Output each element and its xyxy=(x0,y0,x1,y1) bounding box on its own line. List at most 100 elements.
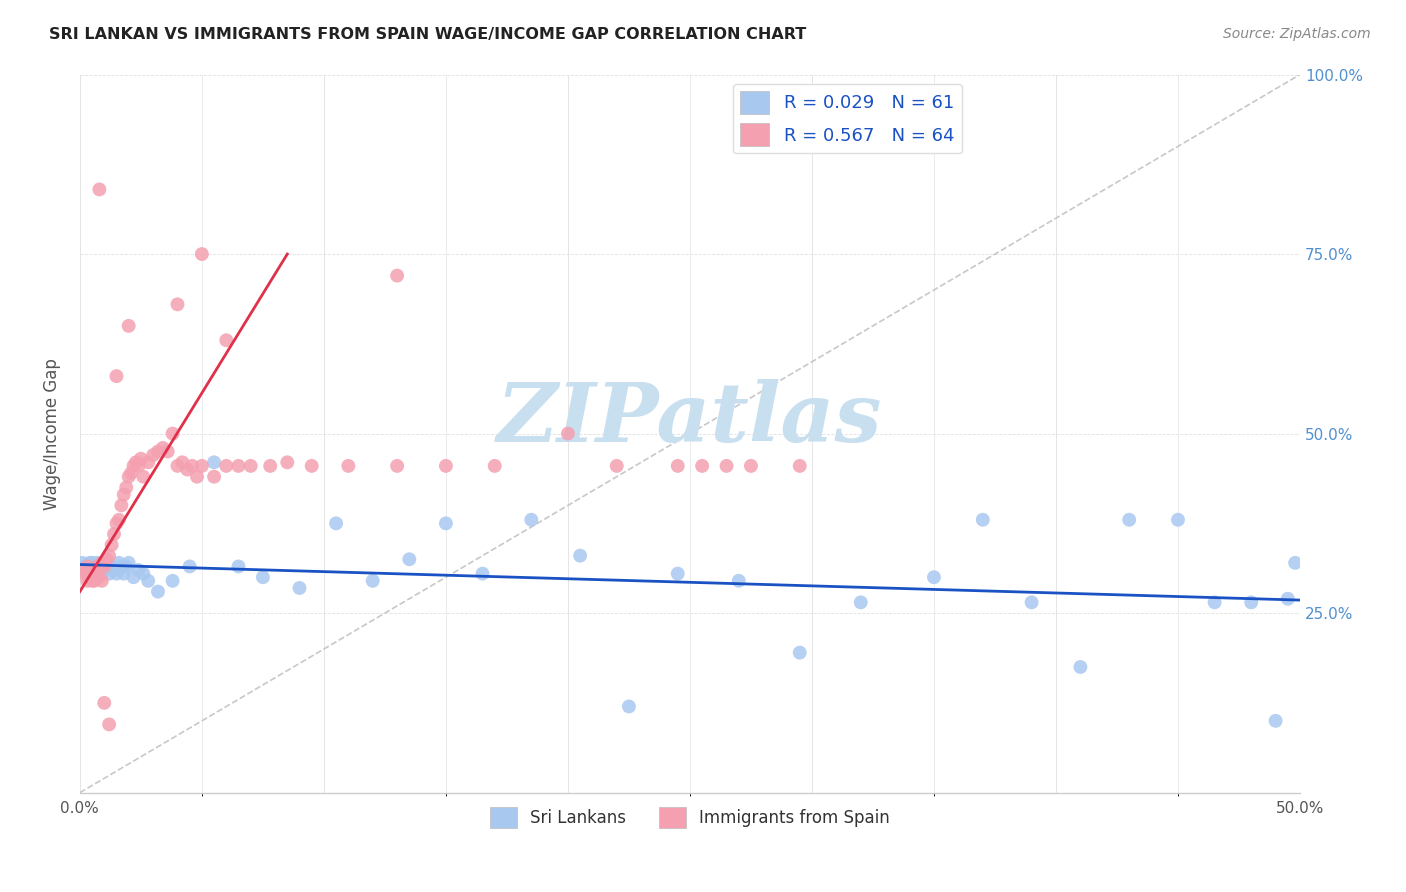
Point xyxy=(666,566,689,581)
Point xyxy=(385,268,408,283)
Point xyxy=(132,469,155,483)
Point xyxy=(83,574,105,588)
Point xyxy=(215,333,238,347)
Point xyxy=(108,556,131,570)
Point xyxy=(146,584,169,599)
Point xyxy=(118,556,141,570)
Text: SRI LANKAN VS IMMIGRANTS FROM SPAIN WAGE/INCOME GAP CORRELATION CHART: SRI LANKAN VS IMMIGRANTS FROM SPAIN WAGE… xyxy=(49,27,807,42)
Point xyxy=(740,458,762,473)
Point xyxy=(79,563,101,577)
Point xyxy=(1240,595,1263,609)
Point xyxy=(93,559,115,574)
Point xyxy=(520,513,543,527)
Point xyxy=(1167,513,1189,527)
Point xyxy=(176,462,198,476)
Point xyxy=(93,559,115,574)
Point xyxy=(89,559,111,574)
Point xyxy=(89,566,111,581)
Point xyxy=(110,499,132,513)
Point xyxy=(96,556,118,570)
Point xyxy=(557,426,579,441)
Point xyxy=(569,549,592,563)
Point xyxy=(186,469,208,483)
Point xyxy=(325,516,347,531)
Point xyxy=(72,556,94,570)
Point xyxy=(1264,714,1286,728)
Point xyxy=(1204,595,1226,609)
Point xyxy=(76,566,98,581)
Point xyxy=(127,458,149,473)
Point xyxy=(83,559,105,574)
Point xyxy=(181,458,204,473)
Point xyxy=(105,516,128,531)
Point xyxy=(202,469,225,483)
Point xyxy=(115,559,138,574)
Point xyxy=(93,563,115,577)
Point xyxy=(172,455,194,469)
Text: Source: ZipAtlas.com: Source: ZipAtlas.com xyxy=(1223,27,1371,41)
Point xyxy=(849,595,872,609)
Point xyxy=(112,488,135,502)
Point xyxy=(202,455,225,469)
Point xyxy=(79,556,101,570)
Point xyxy=(89,182,111,196)
Point xyxy=(108,513,131,527)
Point xyxy=(252,570,274,584)
Point xyxy=(228,559,250,574)
Point xyxy=(86,559,108,574)
Point xyxy=(434,516,457,531)
Point xyxy=(162,574,184,588)
Point xyxy=(80,556,103,570)
Point xyxy=(83,563,105,577)
Point xyxy=(215,458,238,473)
Point xyxy=(76,559,98,574)
Point xyxy=(118,469,141,483)
Point xyxy=(228,458,250,473)
Point xyxy=(73,559,96,574)
Point xyxy=(86,570,108,584)
Point xyxy=(385,458,408,473)
Point xyxy=(90,574,112,588)
Point xyxy=(434,458,457,473)
Point xyxy=(86,556,108,570)
Point xyxy=(129,451,152,466)
Point xyxy=(90,556,112,570)
Point xyxy=(93,556,115,570)
Point xyxy=(152,441,174,455)
Point xyxy=(80,570,103,584)
Point xyxy=(100,538,122,552)
Point xyxy=(127,563,149,577)
Point xyxy=(922,570,945,584)
Point xyxy=(98,549,121,563)
Point xyxy=(398,552,420,566)
Point xyxy=(162,426,184,441)
Point xyxy=(112,566,135,581)
Point xyxy=(146,444,169,458)
Point xyxy=(80,574,103,588)
Point xyxy=(76,574,98,588)
Point xyxy=(120,466,142,480)
Point xyxy=(1069,660,1091,674)
Point xyxy=(789,646,811,660)
Point xyxy=(617,699,640,714)
Text: ZIPatlas: ZIPatlas xyxy=(498,379,883,459)
Point xyxy=(105,566,128,581)
Point xyxy=(103,527,125,541)
Point xyxy=(191,458,214,473)
Point xyxy=(1277,591,1299,606)
Point xyxy=(93,696,115,710)
Point xyxy=(122,570,145,584)
Point xyxy=(86,563,108,577)
Point xyxy=(79,570,101,584)
Y-axis label: Wage/Income Gap: Wage/Income Gap xyxy=(44,358,60,509)
Point xyxy=(716,458,738,473)
Point xyxy=(79,559,101,574)
Point xyxy=(103,563,125,577)
Point xyxy=(83,566,105,581)
Point xyxy=(115,480,138,494)
Point xyxy=(276,455,298,469)
Point xyxy=(337,458,360,473)
Point xyxy=(1284,556,1306,570)
Point xyxy=(259,458,281,473)
Point xyxy=(972,513,994,527)
